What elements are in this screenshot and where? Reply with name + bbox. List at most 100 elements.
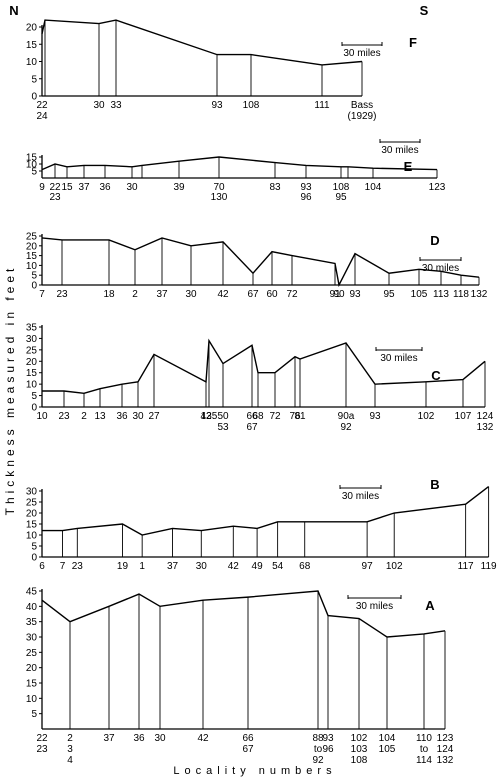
locality-label: 42 — [228, 561, 240, 572]
panel-letter: E — [404, 159, 413, 174]
locality-label: 1 — [139, 561, 145, 572]
thickness-profile-line — [42, 338, 486, 394]
locality-label: 37 — [167, 561, 179, 572]
locality-label: 22 23 — [36, 733, 48, 755]
y-tick-label: 35 — [26, 323, 38, 334]
y-tick-label: 15 — [26, 153, 38, 164]
y-tick-label: 40 — [26, 602, 38, 613]
locality-label: 95 — [383, 289, 395, 300]
panel-letter: A — [425, 598, 435, 613]
south-label: S — [420, 3, 429, 18]
locality-label: 39 — [173, 182, 185, 193]
locality-label: 37 — [156, 289, 168, 300]
locality-label: 81 — [294, 411, 306, 422]
locality-label: 123 124 132 — [437, 733, 454, 766]
locality-label: 113 — [433, 289, 449, 300]
locality-label: 132 — [471, 289, 488, 300]
y-tick-label: 30 — [26, 633, 38, 644]
y-tick-label: 5 — [31, 709, 37, 720]
y-tick-label: 35 — [26, 617, 38, 628]
thickness-profile-line — [41, 19, 363, 66]
locality-label: 36 — [116, 411, 128, 422]
locality-label: 93 96 — [300, 182, 312, 203]
locality-label: 30 — [196, 561, 208, 572]
locality-label: 23 — [72, 561, 84, 572]
y-tick-label: 10 — [26, 380, 38, 391]
locality-label: 42 — [200, 411, 212, 422]
locality-label: 83 — [269, 182, 281, 193]
y-tick-label: 15 — [26, 679, 38, 690]
y-tick-label: 30 — [26, 334, 38, 345]
locality-label: 93 — [369, 411, 381, 422]
locality-label: 67 — [247, 289, 259, 300]
x-axis-label: Locality numbers — [173, 765, 336, 777]
locality-label: 42 — [217, 289, 229, 300]
locality-label: 93 96 — [322, 733, 334, 755]
locality-label: 90a 92 — [338, 411, 355, 433]
locality-label: 102 — [418, 411, 435, 422]
y-tick-label: 5 — [31, 271, 37, 282]
locality-label: 7 — [39, 289, 45, 300]
panel-letter: F — [409, 35, 417, 50]
locality-label: 49 — [252, 561, 264, 572]
scale-bar-label: 30 miles — [422, 263, 459, 274]
locality-label: 13 — [94, 411, 106, 422]
locality-label: 111 — [314, 100, 330, 111]
locality-label: 104 — [365, 182, 382, 193]
y-tick-label: 0 — [31, 553, 37, 564]
locality-label: 2 — [81, 411, 87, 422]
locality-label: 54 — [272, 561, 284, 572]
locality-label: 36 — [133, 733, 145, 744]
locality-label: 22 24 — [36, 100, 48, 122]
locality-label: 68 — [252, 411, 264, 422]
locality-label: 97 — [362, 561, 374, 572]
locality-label: 19 — [117, 561, 129, 572]
locality-label: 2 — [132, 289, 138, 300]
y-tick-label: 0 — [31, 92, 37, 103]
scale-bar-label: 30 miles — [381, 145, 418, 156]
locality-label: 23 — [56, 289, 68, 300]
locality-label: Bass (1929) — [348, 100, 377, 122]
locality-label: 37 — [78, 182, 90, 193]
y-tick-label: 0 — [31, 403, 37, 414]
panel-letter: C — [431, 368, 441, 383]
locality-label: 118 — [453, 289, 469, 300]
panel-A: 5 10 15 20 25 30 35 40 45 22 23 2 3 4 37 36 30 42 66 67 88 to… — [26, 587, 454, 767]
locality-label: 66 67 — [242, 733, 254, 755]
y-tick-label: 10 — [26, 261, 38, 272]
thickness-profile-line — [41, 156, 438, 171]
locality-label: 23 — [58, 411, 70, 422]
y-tick-label: 20 — [26, 663, 38, 674]
y-tick-label: 25 — [26, 498, 38, 509]
y-tick-label: 5 — [31, 74, 37, 85]
y-tick-label: 30 — [26, 487, 38, 498]
y-tick-label: 10 — [26, 694, 38, 705]
scale-bar-label: 30 miles — [343, 48, 380, 59]
y-tick-label: 5 — [31, 542, 37, 553]
locality-label: 91 — [329, 289, 341, 300]
locality-label: 33 — [110, 100, 122, 111]
panel-letter: D — [430, 233, 439, 248]
y-tick-label: 10 — [26, 57, 38, 68]
panel-letter: B — [430, 477, 439, 492]
y-tick-label: 25 — [26, 648, 38, 659]
y-tick-label: 10 — [26, 531, 38, 542]
north-label: N — [9, 3, 18, 18]
y-tick-label: 20 — [26, 23, 38, 34]
locality-label: 76 — [289, 411, 301, 422]
locality-label: 72 — [269, 411, 281, 422]
thickness-profile-line — [42, 486, 490, 536]
locality-label: 123 — [429, 182, 446, 193]
locality-label: 30 — [185, 289, 197, 300]
locality-label: 30 — [154, 733, 166, 744]
scale-bar-label: 30 miles — [342, 491, 379, 502]
locality-label: 102 103 108 — [351, 733, 368, 766]
y-axis-label: Thickness measured in feet — [3, 265, 17, 516]
locality-label: 22 23 — [49, 182, 61, 203]
locality-label: 88 to 92 — [312, 733, 324, 766]
locality-label: 50 53 — [217, 411, 229, 433]
